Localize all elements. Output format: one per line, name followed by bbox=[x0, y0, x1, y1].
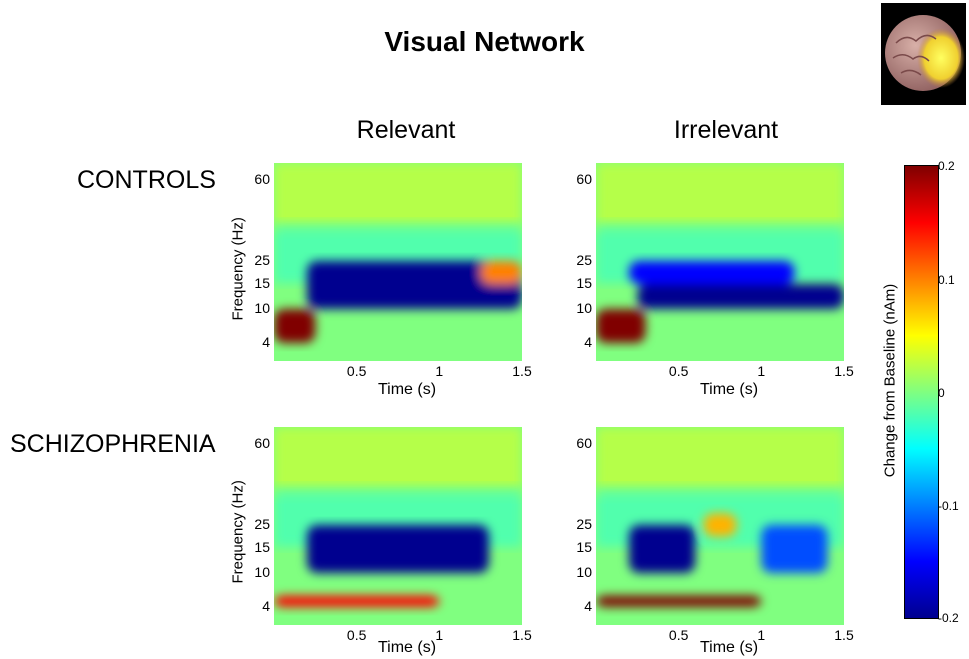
y-tick-label: 60 bbox=[576, 171, 592, 187]
heatmap-controls-relevant bbox=[274, 163, 522, 361]
column-title-irrelevant: Irrelevant bbox=[673, 116, 779, 144]
chart-title: Visual Network bbox=[384, 26, 585, 57]
x-axis-label: Time (s) bbox=[699, 381, 759, 398]
y-axis-label: Frequency (Hz) bbox=[229, 480, 247, 584]
y-tick-label: 4 bbox=[584, 334, 592, 350]
column-title-relevant: Relevant bbox=[356, 116, 456, 144]
heatmap-schizophrenia-relevant bbox=[274, 427, 522, 625]
heatmap-upper-band bbox=[274, 163, 522, 233]
y-tick-label: 4 bbox=[584, 598, 592, 614]
y-tick-label: 60 bbox=[254, 435, 270, 451]
y-tick-label: 4 bbox=[262, 334, 270, 350]
x-axis-label: Time (s) bbox=[699, 639, 759, 656]
heatmap-region bbox=[703, 513, 737, 537]
x-tick-label: 0.5 bbox=[668, 627, 689, 643]
row-title-schizophrenia: SCHIZOPHRENIA bbox=[10, 430, 216, 458]
y-tick-label: 4 bbox=[262, 598, 270, 614]
x-tick-label: 0.5 bbox=[668, 363, 689, 379]
heatmap-region bbox=[307, 261, 522, 309]
heatmap-region bbox=[637, 284, 844, 309]
y-tick-label: 10 bbox=[254, 300, 270, 316]
x-axis-label: Time (s) bbox=[377, 639, 437, 656]
heatmap-region bbox=[596, 309, 646, 343]
heatmap-region bbox=[480, 261, 522, 284]
y-tick-label: 25 bbox=[254, 516, 270, 532]
colorbar-label: Change from Baseline (nAm) bbox=[881, 283, 899, 478]
x-tick-label: 1 bbox=[757, 627, 766, 643]
heatmap-region bbox=[274, 595, 440, 607]
y-tick-label: 60 bbox=[254, 171, 270, 187]
x-tick-label: 1.5 bbox=[834, 627, 854, 643]
y-tick-label: 15 bbox=[254, 275, 270, 291]
x-tick-label: 1.5 bbox=[834, 363, 854, 379]
y-tick-label: 60 bbox=[576, 435, 592, 451]
row-title-controls: CONTROLS bbox=[77, 166, 216, 194]
y-tick-label: 25 bbox=[576, 516, 592, 532]
heatmap-region bbox=[307, 525, 489, 573]
heatmap-region bbox=[761, 525, 828, 573]
x-tick-label: 1.5 bbox=[512, 627, 532, 643]
x-tick-label: 1 bbox=[435, 363, 444, 379]
x-tick-label: 0.5 bbox=[346, 627, 367, 643]
colorbar-tick: -0.2 bbox=[938, 611, 959, 625]
heatmap-svg bbox=[596, 427, 844, 625]
heatmap-region bbox=[274, 309, 316, 343]
heatmap-upper-band bbox=[596, 163, 844, 233]
colorbar-tick: 0 bbox=[938, 386, 945, 400]
y-tick-label: 25 bbox=[254, 252, 270, 268]
y-tick-label: 15 bbox=[576, 275, 592, 291]
brain-image bbox=[881, 3, 966, 105]
colorbar-tick: 0.1 bbox=[938, 273, 955, 287]
heatmap-controls-irrelevant bbox=[596, 163, 844, 361]
colorbar bbox=[904, 165, 939, 619]
y-tick-label: 25 bbox=[576, 252, 592, 268]
x-tick-label: 1 bbox=[757, 363, 766, 379]
heatmap-region bbox=[629, 261, 795, 284]
y-tick-label: 10 bbox=[254, 564, 270, 580]
x-tick-label: 1.5 bbox=[512, 363, 532, 379]
x-axis-label: Time (s) bbox=[377, 381, 437, 398]
colorbar-tick: 0.2 bbox=[938, 159, 955, 173]
y-tick-label: 10 bbox=[576, 564, 592, 580]
heatmap-svg bbox=[274, 163, 522, 361]
y-tick-label: 15 bbox=[576, 539, 592, 555]
heatmap-upper-band bbox=[596, 427, 844, 497]
y-axis-label: Frequency (Hz) bbox=[229, 217, 247, 321]
x-tick-label: 0.5 bbox=[346, 363, 367, 379]
y-tick-label: 15 bbox=[254, 539, 270, 555]
heatmap-upper-band bbox=[274, 427, 522, 497]
heatmap-region bbox=[596, 595, 762, 607]
x-tick-label: 1 bbox=[435, 627, 444, 643]
heatmap-svg bbox=[596, 163, 844, 361]
y-tick-label: 10 bbox=[576, 300, 592, 316]
heatmap-svg bbox=[274, 427, 522, 625]
colorbar-tick: -0.1 bbox=[938, 499, 959, 513]
heatmap-schizophrenia-irrelevant bbox=[596, 427, 844, 625]
heatmap-region bbox=[629, 525, 696, 573]
